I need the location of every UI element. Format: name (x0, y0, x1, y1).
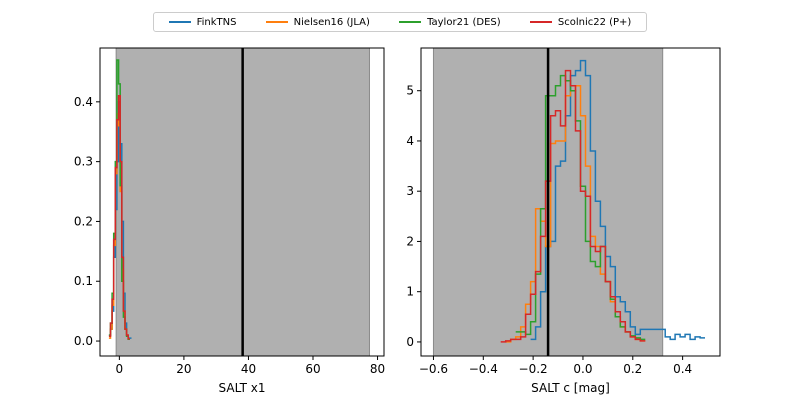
x-axis-label: SALT c [mag] (531, 381, 610, 395)
legend-label-finktns: FinkTNS (196, 16, 237, 28)
y-tick-label: 0 (406, 335, 414, 349)
x-tick-label: −0.2 (519, 362, 548, 376)
x-tick-label: −0.4 (469, 362, 498, 376)
x-tick-label: 0.0 (573, 362, 592, 376)
series-line-scolnic22-p (108, 95, 130, 340)
x-tick-label: −0.6 (419, 362, 448, 376)
x-tick-label: 40 (241, 362, 256, 376)
legend-entry-finktns: FinkTNS (168, 16, 237, 28)
legend-label-nielsen16: Nielsen16 (JLA) (293, 16, 370, 28)
legend-swatch-taylor21 (399, 21, 422, 23)
legend-label-scolnic22: Scolnic22 (P+) (557, 16, 632, 28)
y-tick-label: 3 (406, 184, 414, 198)
series-line-scolnic22-p (500, 69, 646, 343)
axes-frame (420, 47, 721, 357)
y-tick-label: 1 (406, 285, 414, 299)
legend-entry-scolnic22: Scolnic22 (P+) (529, 16, 632, 28)
axes-frame (99, 47, 385, 357)
y-tick-label: 5 (406, 84, 414, 98)
legend: FinkTNS Nielsen16 (JLA) Taylor21 (DES) S… (153, 12, 647, 32)
x-tick-label: 20 (176, 362, 191, 376)
y-tick-label: 0.4 (74, 95, 93, 109)
y-tick-label: 2 (406, 234, 414, 248)
panel-salt-x1: 0 20 40 60 80 0.0 0.1 0.2 0.3 0.4 SALT x1 (74, 47, 385, 395)
legend-swatch-scolnic22 (529, 21, 552, 23)
y-tick-label: 4 (406, 134, 414, 148)
y-tick-label: 0.3 (74, 155, 93, 169)
legend-swatch-finktns (168, 21, 191, 23)
x-tick-label: 80 (370, 362, 385, 376)
legend-entry-taylor21: Taylor21 (DES) (399, 17, 501, 28)
y-tick-label: 0.1 (74, 274, 93, 288)
legend-label-taylor21: Taylor21 (DES) (427, 16, 501, 28)
x-tick-label: 60 (305, 362, 320, 376)
x-tick-label: 0 (116, 362, 124, 376)
y-tick-label: 0.2 (74, 214, 93, 228)
y-tick-label: 0.0 (74, 334, 93, 348)
x-tick-label: 0.2 (623, 362, 642, 376)
legend-swatch-nielsen16 (265, 21, 288, 23)
x-axis-label: SALT x1 (219, 381, 266, 395)
legend-entry-nielsen16: Nielsen16 (JLA) (265, 16, 370, 28)
panel-salt-c: −0.6 −0.4 −0.2 0.0 0.2 0.4 0 1 2 3 4 5 SALT c [mag] (406, 47, 721, 395)
series-line-finktns (530, 59, 705, 341)
x-tick-label: 0.4 (673, 362, 692, 376)
